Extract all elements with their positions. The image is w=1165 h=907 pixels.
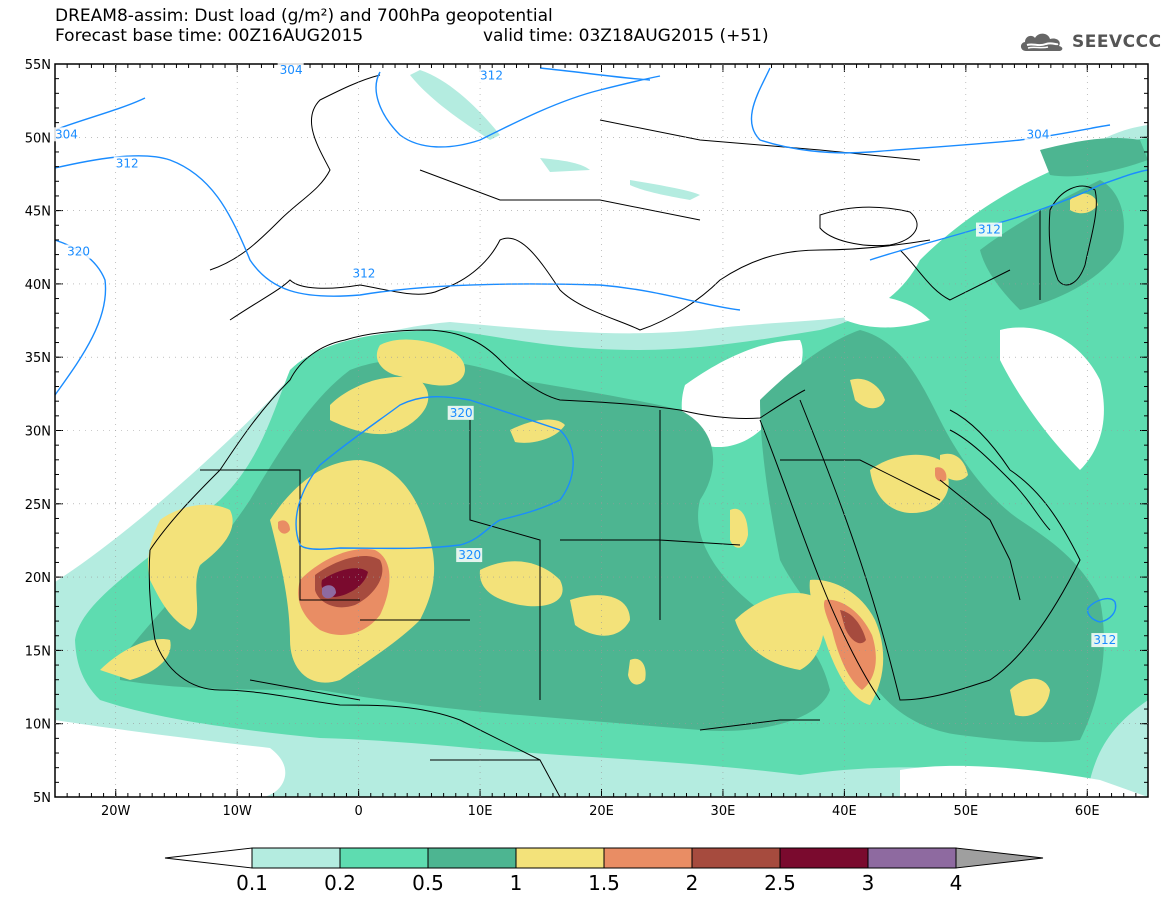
svg-text:312: 312 <box>978 223 1001 237</box>
contour-label: 320 <box>456 548 483 563</box>
contour-labels: 304 312 304 304 312 320 312 312 320 320 312 <box>53 63 1118 648</box>
svg-text:320: 320 <box>67 245 90 259</box>
latitude-label: 20N <box>25 571 51 586</box>
colorbar-under-triangle <box>164 847 253 869</box>
latitude-label: 35N <box>25 351 51 366</box>
colorbar-label: 2.5 <box>764 871 796 895</box>
longitude-label: 10E <box>468 804 493 819</box>
longitude-label: 20W <box>101 804 131 819</box>
contour-label: 320 <box>65 244 92 259</box>
coastlines <box>148 74 1097 797</box>
dust-free-areas <box>55 296 1148 797</box>
svg-text:312: 312 <box>1093 633 1116 647</box>
svg-text:304: 304 <box>55 127 78 141</box>
svg-text:312: 312 <box>353 267 376 281</box>
colorbar-label: 3 <box>862 871 875 895</box>
latitude-label: 5N <box>33 791 51 806</box>
colorbar-label: 0.2 <box>324 871 356 895</box>
latitude-label: 10N <box>25 718 51 733</box>
longitude-label: 60E <box>1075 804 1100 819</box>
contour-label: 304 <box>53 127 79 142</box>
colorbar-label: 0.1 <box>236 871 268 895</box>
axis-ticks <box>54 63 1149 798</box>
forecast-base-time: Forecast base time: 00Z16AUG2015 <box>55 26 364 46</box>
colorbar-swatch <box>779 847 869 869</box>
contour-label: 312 <box>478 68 505 83</box>
colorbar-swatch <box>339 847 429 869</box>
contour-label: 312 <box>1091 633 1118 648</box>
colorbar: 0.1 0.2 0.5 1 1.5 2 2.5 3 4 <box>164 847 1044 895</box>
longitude-label: 50E <box>953 804 978 819</box>
contour-label: 312 <box>350 266 377 281</box>
colorbar-over-triangle <box>955 847 1044 869</box>
colorbar-label: 0.5 <box>412 871 444 895</box>
lat-lon-grid <box>55 64 1148 797</box>
contour-label: 320 <box>447 405 474 420</box>
cloud-icon <box>1020 33 1063 51</box>
valid-time: valid time: 03Z18AUG2015 (+51) <box>483 26 769 46</box>
colorbar-swatch <box>427 847 517 869</box>
latitude-label: 15N <box>25 644 51 659</box>
longitude-label: 30E <box>711 804 736 819</box>
geopotential-contours <box>55 67 1148 623</box>
longitude-label: 0 <box>354 804 362 819</box>
latitude-label: 40N <box>25 278 51 293</box>
svg-text:304: 304 <box>280 63 303 77</box>
map-title: DREAM8-assim: Dust load (g/m²) and 700hP… <box>55 6 553 26</box>
colorbar-label: 2 <box>686 871 699 895</box>
logo-text: SEEVCCC <box>1072 32 1162 52</box>
contour-label: 304 <box>277 63 304 77</box>
svg-text:320: 320 <box>450 406 473 420</box>
latitude-label: 55N <box>25 58 51 73</box>
contour-label: 312 <box>975 222 1002 237</box>
latitude-labels: 55N 50N 45N 40N 35N 30N 25N 20N 15N 10N 5N <box>25 58 51 806</box>
latitude-label: 25N <box>25 498 51 513</box>
svg-text:320: 320 <box>458 548 481 562</box>
latitude-label: 50N <box>25 131 51 146</box>
latitude-label: 30N <box>25 425 51 440</box>
latitude-label: 45N <box>25 205 51 220</box>
colorbar-swatch <box>867 847 957 869</box>
colorbar-swatch <box>691 847 781 869</box>
svg-text:304: 304 <box>1027 127 1050 141</box>
colorbar-swatch <box>603 847 693 869</box>
svg-text:312: 312 <box>116 157 139 171</box>
colorbar-swatch <box>251 847 341 869</box>
longitude-label: 10W <box>222 804 252 819</box>
seevccc-logo: SEEVCCC <box>1018 28 1162 56</box>
longitude-labels: 20W 10W 0 10E 20E 30E 40E 50E 60E <box>101 804 1100 819</box>
dust-level-3 <box>322 585 336 599</box>
contour-label: 304 <box>1024 127 1051 142</box>
svg-text:312: 312 <box>480 69 503 83</box>
colorbar-label: 1 <box>510 871 523 895</box>
colorbar-swatch <box>515 847 605 869</box>
longitude-label: 40E <box>832 804 857 819</box>
colorbar-label: 4 <box>950 871 963 895</box>
contour-label: 312 <box>113 156 140 171</box>
longitude-label: 20E <box>589 804 614 819</box>
colorbar-label: 1.5 <box>588 871 620 895</box>
